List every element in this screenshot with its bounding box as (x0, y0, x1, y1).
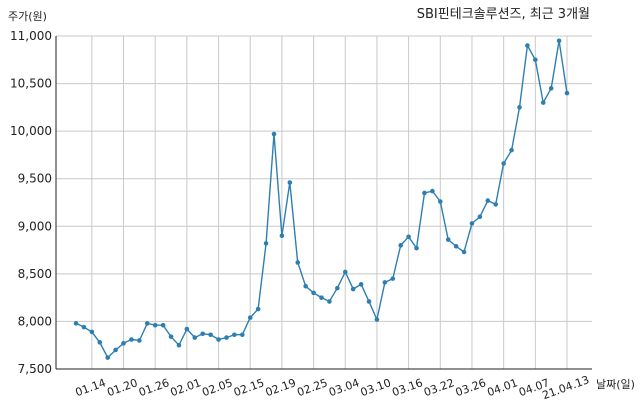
data-point (335, 285, 340, 291)
x-tick-label: 21.04.13 (541, 373, 591, 402)
data-point (311, 290, 316, 296)
data-point (176, 342, 182, 348)
x-tick-label: 03.26 (454, 376, 488, 399)
data-point (192, 335, 198, 340)
x-tick-label: 02.05 (200, 376, 234, 399)
data-point (113, 347, 118, 353)
y-tick-label: 7,500 (18, 362, 52, 376)
x-tick-label: 04.01 (485, 376, 519, 399)
data-point (485, 198, 491, 203)
data-point (271, 131, 277, 137)
data-point (445, 237, 451, 242)
data-point (453, 243, 459, 249)
x-tick-label: 03.10 (359, 376, 393, 399)
x-tick-label: 02.19 (264, 376, 298, 399)
data-point (224, 335, 229, 340)
data-point (556, 38, 562, 44)
x-tick-label: 01.20 (105, 376, 139, 399)
data-point (525, 43, 530, 48)
x-tick-label: 03.16 (390, 376, 424, 399)
price-data-points (73, 38, 570, 360)
y-axis-label: 주가(원) (8, 10, 47, 23)
data-point (216, 337, 221, 342)
data-point (469, 221, 475, 226)
x-tick-label: 02.25 (295, 376, 329, 399)
data-point (382, 280, 388, 285)
data-point (406, 234, 411, 240)
data-point (168, 334, 174, 339)
data-point (247, 315, 253, 320)
x-tick-labels: 01.1401.2001.2602.0102.0502.1502.1902.25… (74, 373, 591, 402)
x-tick-label: 01.14 (74, 376, 108, 399)
data-point (509, 147, 514, 153)
data-point (398, 243, 403, 248)
data-point (279, 233, 285, 239)
data-point (366, 299, 372, 304)
y-tick-label: 9,000 (18, 219, 52, 233)
y-tick-label: 8,500 (18, 267, 52, 281)
y-tick-label: 10,000 (10, 124, 52, 138)
data-point (342, 269, 348, 275)
data-point (129, 337, 134, 342)
data-point (89, 329, 95, 335)
data-point (414, 245, 419, 251)
data-point (232, 332, 237, 338)
data-point (303, 283, 308, 289)
data-point (422, 190, 427, 196)
data-point (319, 295, 324, 300)
data-point (493, 202, 499, 207)
data-point (152, 322, 158, 328)
data-point (121, 341, 126, 346)
data-point (184, 326, 190, 332)
data-point (533, 57, 538, 63)
horizontal-grid (56, 35, 592, 370)
data-point (517, 105, 522, 110)
x-tick-label: 01.26 (137, 376, 171, 399)
x-tick-label: 03.22 (422, 376, 456, 399)
data-point (295, 260, 301, 265)
data-point (390, 276, 396, 281)
data-point (548, 86, 554, 91)
y-tick-label: 8,000 (18, 314, 52, 328)
y-tick-label: 10,500 (10, 77, 52, 91)
vertical-grid (91, 36, 568, 369)
data-point (540, 100, 546, 105)
data-point (200, 331, 206, 337)
data-point (105, 355, 110, 360)
data-point (501, 161, 506, 166)
data-point (461, 249, 467, 255)
data-point (160, 322, 166, 328)
data-point (73, 321, 79, 326)
data-point (144, 321, 150, 326)
data-point (564, 90, 570, 96)
chart-title: SBI핀테크솔루션즈, 최근 3개월 (417, 7, 590, 22)
data-point (240, 332, 245, 338)
price-series-line (75, 40, 568, 359)
data-point (350, 286, 356, 292)
y-tick-label: 11,000 (10, 29, 52, 43)
data-point (430, 188, 435, 194)
data-point (374, 317, 380, 322)
data-point (358, 282, 364, 287)
data-point (327, 299, 332, 304)
data-point (81, 324, 87, 330)
data-point (437, 199, 443, 204)
x-tick-label: 02.15 (232, 376, 266, 399)
x-tick-label: 02.01 (169, 376, 203, 399)
data-point (477, 214, 483, 220)
data-point (97, 340, 103, 345)
data-point (137, 338, 142, 343)
data-point (263, 241, 269, 246)
x-axis-label: 날짜(일) (596, 377, 635, 391)
data-point (287, 180, 293, 185)
data-point (208, 332, 213, 338)
y-tick-label: 9,500 (18, 172, 52, 186)
data-point (255, 306, 261, 312)
x-tick-label: 03.04 (327, 376, 361, 399)
y-tick-labels: 7,500 8,000 8,500 9,000 9,500 10,000 10,500 11,… (10, 29, 52, 376)
